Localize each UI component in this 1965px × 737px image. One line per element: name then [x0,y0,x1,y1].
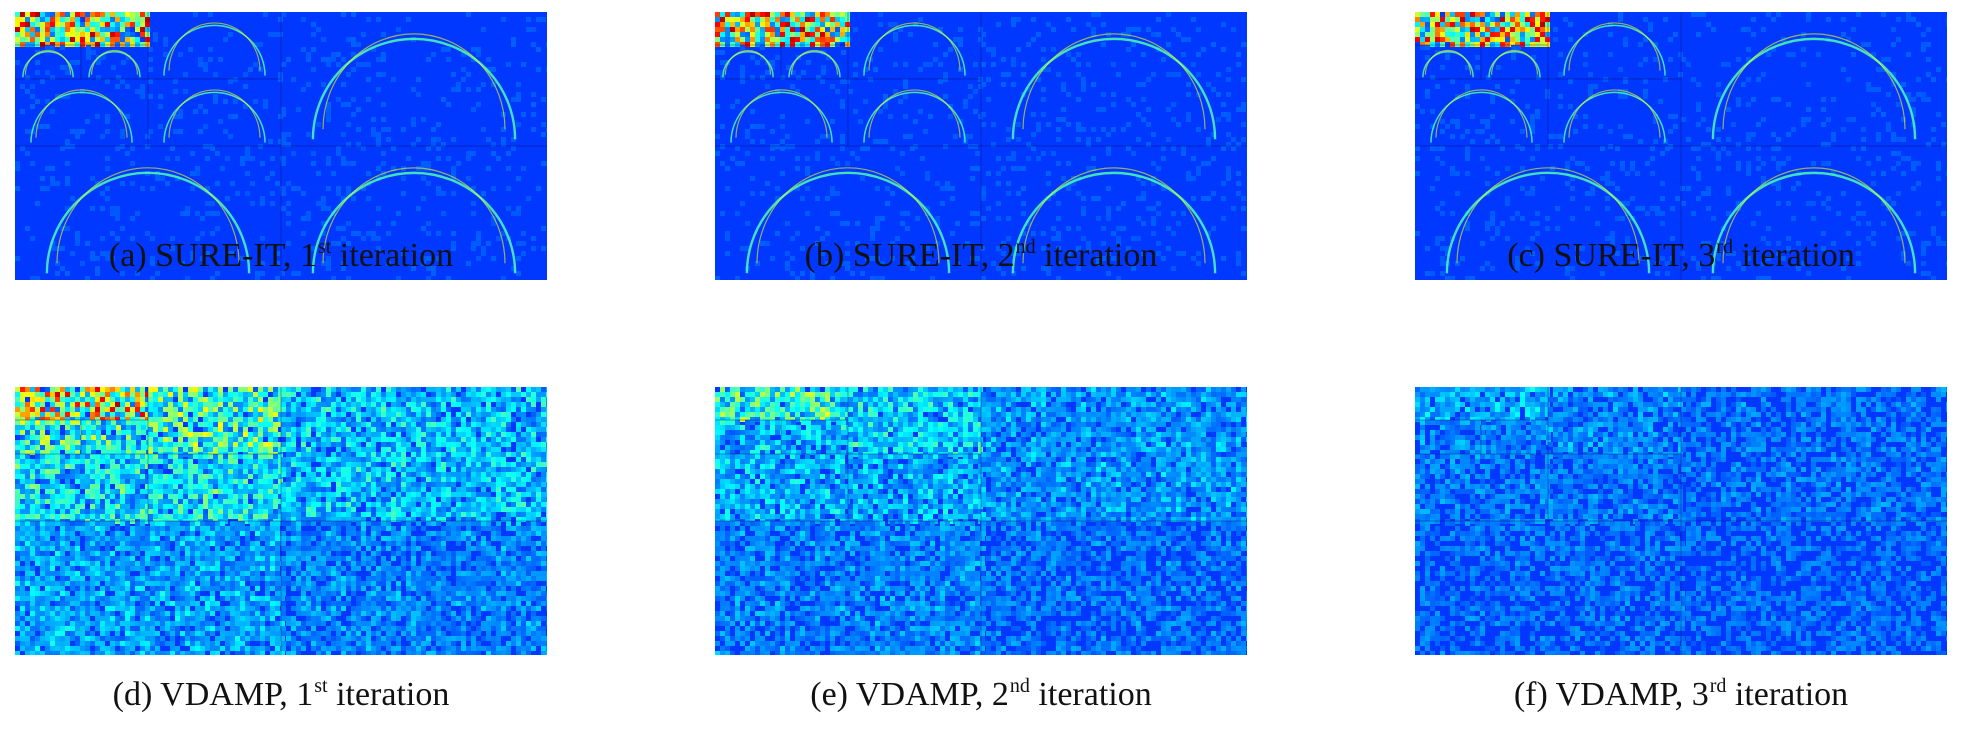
panel-d-image [15,387,547,655]
caption-d: (d) VDAMP, 1st iteration [112,675,450,713]
caption-e: (e) VDAMP, 2nd iteration [810,675,1152,713]
caption-c: (c) SURE-IT, 3rd iteration [1507,236,1855,274]
panel-c-image [1415,12,1947,280]
caption-a: (a) SURE-IT, 1st iteration [108,236,454,274]
sure-it-iter3-error-map [1415,12,1947,280]
panel-e-image [715,387,1247,655]
sure-it-iter2-error-map [715,12,1247,280]
panel-f-image [1415,387,1947,655]
caption-b: (b) SURE-IT, 2nd iteration [804,236,1158,274]
caption-f: (f) VDAMP, 3rd iteration [1513,675,1849,713]
vdamp-iter3-noise-map [1415,387,1947,655]
panel-a-image [15,12,547,280]
sure-it-iter1-error-map [15,12,547,280]
vdamp-iter2-noise-map [715,387,1247,655]
vdamp-iter1-noise-map [15,387,547,655]
panel-b-image [715,12,1247,280]
